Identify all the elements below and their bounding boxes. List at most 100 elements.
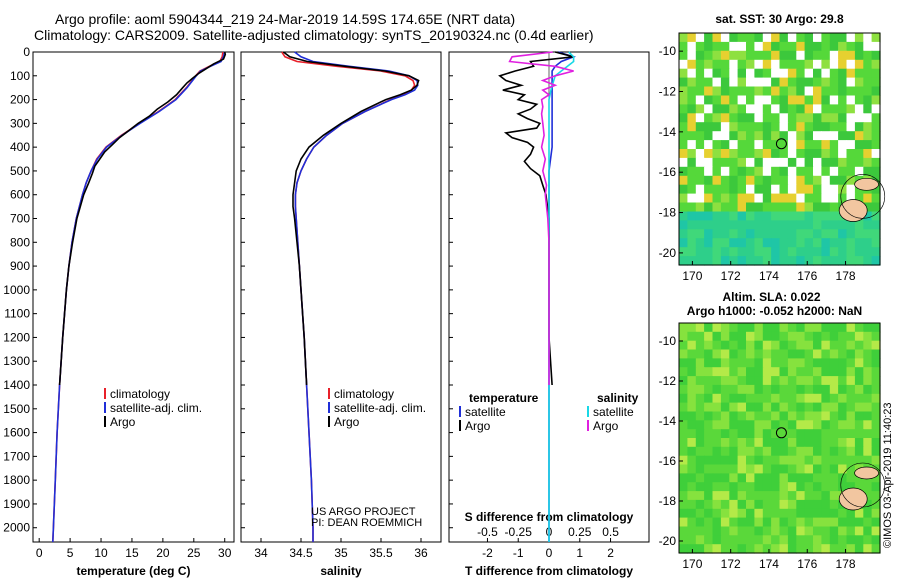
map-cell [838,166,848,177]
map-cell [846,229,856,239]
map-cell [863,349,873,359]
map-cell [838,473,848,483]
map-cell [695,104,705,114]
map-cell [779,358,789,368]
map-cell [871,455,881,466]
map-cell [720,402,730,412]
map-cell [871,104,881,114]
map-cell [729,166,739,177]
map-cell [687,202,697,212]
map-cell [746,464,755,474]
map-cell [687,349,697,359]
map-cell [687,256,697,266]
map-cell [821,211,831,221]
map-cell [762,393,772,404]
map-cell [695,411,705,421]
map-cell [737,220,747,230]
map-cell [779,349,789,359]
map-cell [863,544,873,554]
map-cell [746,256,755,266]
map-cell [679,535,688,545]
map-cell [704,331,714,342]
map-cell [720,358,730,368]
map-cell [720,68,730,79]
map-cell [720,455,730,466]
map-cell [762,247,772,257]
map-cell [679,499,688,510]
map-cell [746,367,755,377]
depth-tick-label: 1600 [3,426,30,440]
map-cell [796,157,806,168]
map-cell [871,95,881,105]
map-cell [771,229,781,239]
map-cell [871,33,881,43]
map-cell [821,86,831,96]
map-cell [829,184,839,195]
map-cell [687,247,697,257]
map-cell [737,429,747,439]
map-cell [712,33,722,43]
map-cell [695,517,705,527]
map-cell [746,77,755,88]
pi-annotation: US ARGO PROJECT [311,506,416,518]
map-cell [704,446,714,457]
map-cell [779,376,789,386]
map-cell [871,202,881,212]
map-cell [821,384,831,395]
map-cell [687,420,697,430]
map-cell [687,33,697,43]
map-cell [779,340,789,351]
map-cell [863,402,873,412]
map-x-tick-label: 178 [836,557,856,571]
map-cell [787,455,797,466]
map-cell [829,33,839,43]
map-cell [829,420,839,430]
s-tick-label: -0.5 [477,525,498,539]
map-cell [679,544,688,554]
map-cell [754,420,764,430]
map-cell [838,544,848,554]
map-cell [729,157,739,168]
map-cell [754,473,764,483]
map-cell [679,77,688,88]
map-cell [737,446,747,457]
map-cell [754,340,764,351]
map-cell [796,202,806,212]
map-cell [712,455,722,466]
map-cell [779,193,789,204]
map-cell [838,131,848,141]
map-cell [821,438,831,448]
map-y-tick-label: -18 [659,494,677,508]
map-cell [754,166,764,177]
map-cell [746,113,755,123]
map-cell [854,50,864,61]
map-cell [771,193,781,204]
map-cell [687,331,697,342]
map-cell [829,358,839,368]
map-cell [854,331,864,342]
map-cell [679,247,688,257]
map-cell [804,367,814,377]
map-cell [863,166,873,177]
map-cell [787,175,797,186]
map-cell [796,166,806,177]
map-cell [762,211,772,221]
legend-label: Argo [110,415,136,429]
map-cell [846,340,856,351]
map-cell [687,446,697,457]
map-cell [729,340,739,351]
map-cell [679,358,688,368]
depth-tick-label: 1400 [3,378,30,392]
map-cell [829,68,839,79]
map-cell [863,131,873,141]
map-cell [729,113,739,123]
legend-label: Argo [465,419,491,433]
map-cell [813,238,822,248]
map-cell [871,367,881,377]
map-cell [737,59,747,70]
map-cell [695,59,705,70]
map-cell [813,331,822,342]
map-cell [813,220,822,230]
map-cell [695,175,705,186]
map-frame [678,32,881,266]
